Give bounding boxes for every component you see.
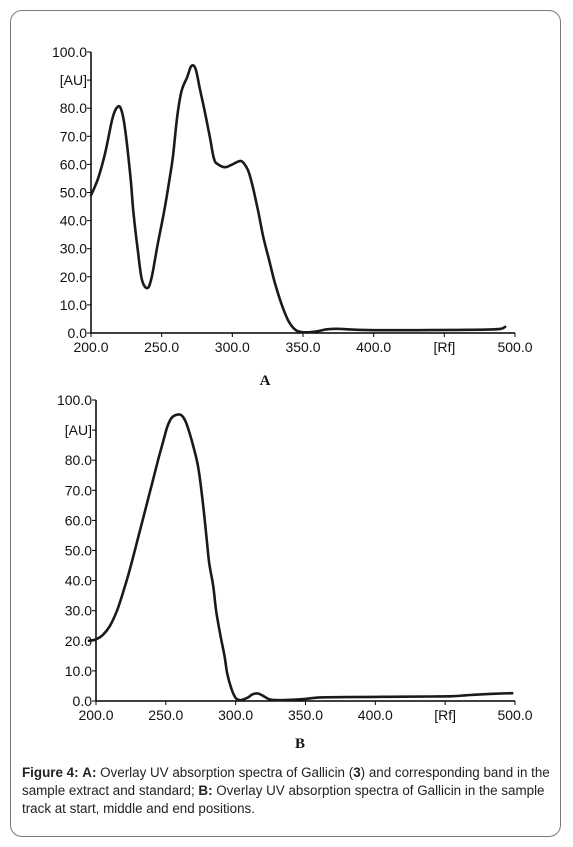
chart-b-y-tick-label: 0.0 <box>73 693 93 709</box>
chart-b-y-tick-label: 100.0 <box>57 392 92 408</box>
chart-b-x-tick-label: [Rf] <box>434 707 456 723</box>
chart-b-y-tick-label: [AU] <box>65 422 92 438</box>
chart-a-y-tick-label: 20.0 <box>60 269 87 285</box>
chart-a-y-tick-label: [AU] <box>60 72 87 88</box>
chart-a-panel-label: A <box>260 373 271 389</box>
caption-label-b: B: <box>198 783 213 798</box>
chart-b-x-tick-label: 350.0 <box>288 707 323 723</box>
chart-a-x-tick-label: 350.0 <box>285 339 320 355</box>
chart-b-series-line-0 <box>87 413 514 702</box>
caption-compound-number: 3 <box>353 765 361 780</box>
chart-a-x-tick-label: 200.0 <box>73 339 108 355</box>
chart-b-y-tick-label: 70.0 <box>65 482 92 498</box>
chart-b-x-tick-label: 250.0 <box>148 707 183 723</box>
caption-text-a1: Overlay UV absorption spectra of Gallici… <box>96 765 354 780</box>
chart-a-y-tick-label: 80.0 <box>60 100 87 116</box>
chart-b-y-tick-label: 40.0 <box>65 573 92 589</box>
chart-b-x-tick-label: 300.0 <box>218 707 253 723</box>
chart-a-x-tick-label: 400.0 <box>356 339 391 355</box>
chart-b-y-tick-label: 60.0 <box>65 512 92 528</box>
chart-a-y-tick-label: 100.0 <box>52 44 87 60</box>
chart-a-x-tick-label: [Rf] <box>433 339 455 355</box>
chart-a-x-tick-label: 300.0 <box>215 339 250 355</box>
chart-a-y-tick-label: 60.0 <box>60 156 87 172</box>
chart-b-x-tick-label: 400.0 <box>358 707 393 723</box>
chart-a-y-tick-label: 30.0 <box>60 241 87 257</box>
chart-b-x-tick-label: 200.0 <box>78 707 113 723</box>
chart-b-y-tick-label: 50.0 <box>65 543 92 559</box>
chart-b-panel-label: B <box>295 736 305 752</box>
chart-a-series-line-0 <box>89 64 507 334</box>
chart-b-y-tick-label: 20.0 <box>65 633 92 649</box>
chart-b-y-tick-label: 30.0 <box>65 603 92 619</box>
chart-a-y-tick-label: 10.0 <box>60 297 87 313</box>
chart-a-x-tick-label: 500.0 <box>497 339 532 355</box>
caption-label-a: A: <box>82 765 97 780</box>
chart-a-y-tick-label: 40.0 <box>60 213 87 229</box>
figure-caption: Figure 4: A: Overlay UV absorption spect… <box>22 764 556 818</box>
caption-text-a2: ) and corresponding band in the sample e… <box>22 765 550 798</box>
caption-figure-label: Figure 4: <box>22 765 79 780</box>
caption-text-b: Overlay UV absorption spectra of Gallici… <box>22 783 545 816</box>
chart-a-x-tick-label: 250.0 <box>144 339 179 355</box>
chart-b-y-tick-label: 10.0 <box>65 663 92 679</box>
chart-b-x-tick-label: 500.0 <box>497 707 532 723</box>
chart-b-y-tick-label: 80.0 <box>65 452 92 468</box>
chart-b: 0.0 10.0 20.0 30.0 40.0 50.0 60.0 70.0 80.0 [AU] 1… <box>57 392 533 752</box>
chart-a: 0.0 10.0 20.0 30.0 40.0 50.0 60.0 70.0 80.0 [AU] 1… <box>52 44 533 389</box>
chart-a-y-tick-label: 50.0 <box>60 185 87 201</box>
chart-a-y-tick-label: 0.0 <box>68 325 88 341</box>
chart-a-y-tick-label: 70.0 <box>60 128 87 144</box>
